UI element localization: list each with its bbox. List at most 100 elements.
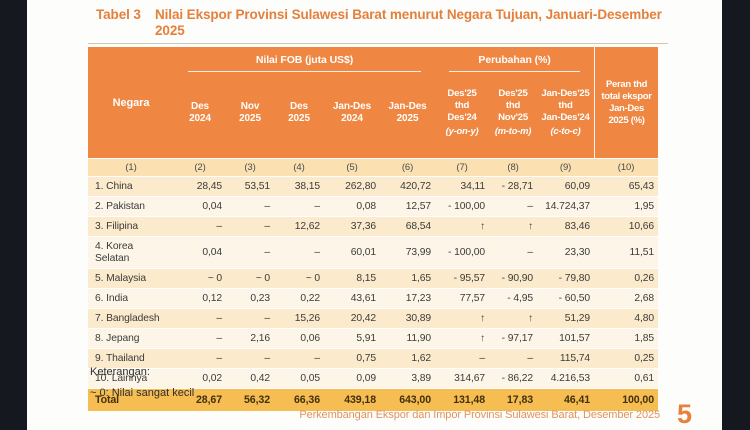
value-cell: 420,72 [380, 177, 436, 197]
value-cell: 11,51 [594, 237, 659, 269]
colnum: (4) [274, 159, 324, 177]
country-cell: 5. Malaysia [88, 269, 174, 289]
value-cell: 15,26 [274, 309, 324, 329]
value-cell: – [274, 237, 324, 269]
fob-group-header: Nilai FOB (juta US$) [174, 47, 436, 72]
value-cell: ↑ [435, 217, 490, 237]
value-cell: 0,12 [174, 289, 226, 309]
value-cell: ~ 0 [274, 269, 324, 289]
country-cell: 9. Thailand [88, 349, 174, 369]
value-cell: – [174, 217, 226, 237]
value-cell: – [226, 349, 274, 369]
value-cell: 30,89 [380, 309, 436, 329]
value-cell: 83,46 [537, 217, 595, 237]
table-row: 10. Lainnya 0,02 0,42 0,05 0,09 3,89 314,67- 8… [88, 369, 659, 389]
notes-line: ~ 0: Nilai sangat kecil [90, 387, 195, 399]
total-row: Total 28,67 56,32 66,36 439,18 643,00 13… [88, 389, 659, 411]
value-cell: 4,80 [594, 309, 659, 329]
value-cell: ↑ [435, 309, 490, 329]
country-cell: 1. China [88, 177, 174, 197]
notes-heading: Keterangan: [90, 366, 150, 378]
colnum: (5) [324, 159, 380, 177]
header-sub-row: Des 2024 Nov 2025 Des 2025 Jan-Des 2024 … [88, 72, 658, 159]
table-row: 9. Thailand – – –0,75 1,62– –115,74 0,25 [88, 349, 659, 369]
change-group-label: Perubahan (%) [449, 47, 581, 72]
table-row: 8. Jepang –2,16 0,06 5,91 11,90 ↑ - 97,17 101,5… [88, 329, 659, 349]
ctoc-note: (c-to-c) [550, 125, 581, 136]
colnum: (8) [489, 159, 538, 177]
col-header-jandes-2024: Jan-Des 2024 [324, 72, 380, 159]
colnum: (6) [380, 159, 436, 177]
value-cell: – [174, 349, 226, 369]
total-label: Total [88, 389, 174, 411]
value-cell: 53,51 [226, 177, 274, 197]
value-cell: – [489, 197, 538, 217]
value-cell: 0,26 [594, 269, 659, 289]
value-cell: 3,89 [380, 369, 436, 389]
total-value-cell: 439,18 [324, 389, 380, 411]
colnum: (1) [88, 159, 174, 177]
value-cell: ↑ [435, 329, 490, 349]
table-row: 3. Filipina – –12,62 37,36 68,54 ↑ ↑ 83,46 10,66 [88, 217, 659, 237]
value-cell: 68,54 [380, 217, 436, 237]
value-cell: 0,08 [324, 197, 380, 217]
value-cell: 1,62 [380, 349, 436, 369]
value-cell: 0,25 [594, 349, 659, 369]
total-value-cell: 17,83 [489, 389, 538, 411]
value-cell: 34,11 [435, 177, 490, 197]
value-cell: - 100,00 [435, 237, 490, 269]
value-cell: 1,85 [594, 329, 659, 349]
col-header-des-2025: Des 2025 [274, 72, 324, 159]
value-cell: 1,95 [594, 197, 659, 217]
value-cell: – [226, 309, 274, 329]
total-value-cell: 131,48 [435, 389, 490, 411]
value-cell: – [226, 217, 274, 237]
value-cell: ~ 0 [174, 269, 226, 289]
table-title-label: Tabel 3 [96, 7, 141, 22]
colnum: (2) [174, 159, 226, 177]
value-cell: 10,66 [594, 217, 659, 237]
col-header-jandes-2025: Jan-Des 2025 [380, 72, 436, 159]
colnum: (7) [435, 159, 490, 177]
yony-note: (y-on-y) [445, 125, 479, 136]
total-value-cell: 56,32 [226, 389, 274, 411]
value-cell: 12,62 [274, 217, 324, 237]
value-cell: 2,16 [226, 329, 274, 349]
value-cell: 0,22 [274, 289, 324, 309]
fob-group-label: Nilai FOB (juta US$) [188, 47, 422, 72]
change-group-header: Perubahan (%) [435, 47, 595, 72]
value-cell: – [435, 349, 490, 369]
value-cell: 0,04 [174, 237, 226, 269]
value-cell: - 95,57 [435, 269, 490, 289]
country-cell: 6. India [88, 289, 174, 309]
value-cell: 101,57 [537, 329, 595, 349]
country-cell: 3. Filipina [88, 217, 174, 237]
table-row: 1. China 28,45 53,51 38,15 262,80 420,72 34,11… [88, 177, 659, 197]
value-cell: – [274, 197, 324, 217]
table-row: 4. Korea Selatan 0,04– –60,01 73,99- 100,00… [88, 237, 659, 269]
value-cell: 2,68 [594, 289, 659, 309]
colnum: (10) [594, 159, 659, 177]
table-row: 5. Malaysia ~ 0 ~ 0 ~ 0 8,15 1,65- 95,57- 90,… [88, 269, 659, 289]
right-edge-bar [722, 0, 750, 430]
export-table: Negara Nilai FOB (juta US$) Perubahan (%… [88, 47, 659, 411]
value-cell: 65,43 [594, 177, 659, 197]
negara-header: Negara [88, 47, 174, 159]
value-cell: 51,29 [537, 309, 595, 329]
total-value-cell: 28,67 [174, 389, 226, 411]
value-cell: 23,30 [537, 237, 595, 269]
country-cell: 8. Jepang [88, 329, 174, 349]
value-cell: 11,90 [380, 329, 436, 349]
value-cell: - 86,22 [489, 369, 538, 389]
country-cell: 2. Pakistan [88, 197, 174, 217]
country-cell: 4. Korea Selatan [88, 237, 174, 269]
value-cell: ↑ [489, 309, 538, 329]
peran-header: Peran thd total ekspor Jan-Des 2025 (%) [594, 47, 659, 159]
value-cell: – [489, 349, 538, 369]
value-cell: 28,45 [174, 177, 226, 197]
value-cell: 43,61 [324, 289, 380, 309]
value-cell: 0,06 [274, 329, 324, 349]
value-cell: – [226, 237, 274, 269]
value-cell: 1,65 [380, 269, 436, 289]
left-edge-bar [0, 0, 27, 430]
